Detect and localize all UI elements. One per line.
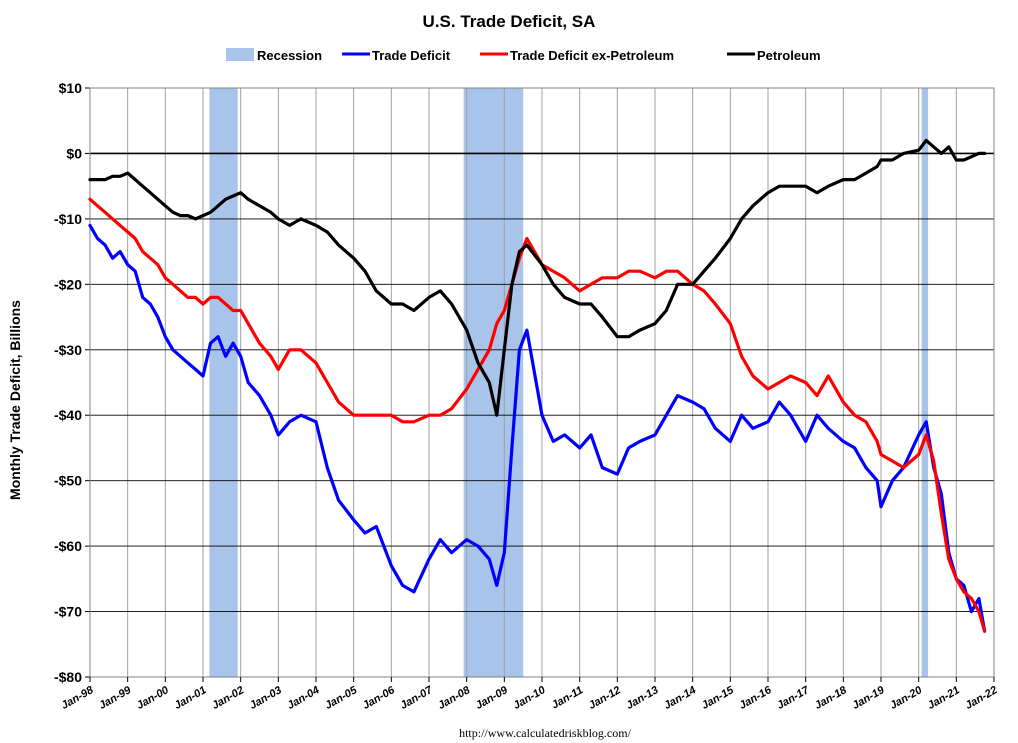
legend: Recession Trade Deficit Trade Deficit ex… xyxy=(226,48,821,63)
source-url: http://www.calculatedriskblog.com/ xyxy=(459,726,632,740)
y-tick-label-7: -$60 xyxy=(54,538,82,554)
legend-swatch-recession xyxy=(226,48,254,61)
series-line-trade-deficit xyxy=(88,223,987,633)
y-tick-label-1: $0 xyxy=(66,145,82,161)
series-line-petroleum xyxy=(88,138,987,417)
legend-label-petroleum: Petroleum xyxy=(757,48,821,63)
recession-band-3 xyxy=(921,88,929,677)
series-line-trade-deficit-ex-petroleum xyxy=(88,197,987,633)
y-tick-label-2: -$10 xyxy=(54,211,82,227)
legend-label-trade-deficit: Trade Deficit xyxy=(372,48,451,63)
plot-area: $10$0-$10-$20-$30-$40-$50-$60-$70-$80Jan… xyxy=(54,80,1000,712)
y-tick-label-3: -$20 xyxy=(54,276,82,292)
legend-label-recession: Recession xyxy=(257,48,322,63)
y-axis-label: Monthly Trade Deficit, Billions xyxy=(7,300,23,500)
recession-band-1 xyxy=(209,88,238,677)
chart-title: U.S. Trade Deficit, SA xyxy=(423,12,596,31)
y-tick-label-4: -$30 xyxy=(54,342,82,358)
y-tick-label-5: -$40 xyxy=(54,407,82,423)
y-tick-label-8: -$70 xyxy=(54,604,82,620)
y-tick-label-9: -$80 xyxy=(54,669,82,685)
recession-band-2 xyxy=(463,88,524,677)
legend-label-ex-petroleum: Trade Deficit ex-Petroleum xyxy=(510,48,674,63)
y-tick-label-0: $10 xyxy=(59,80,83,96)
y-tick-label-6: -$50 xyxy=(54,473,82,489)
